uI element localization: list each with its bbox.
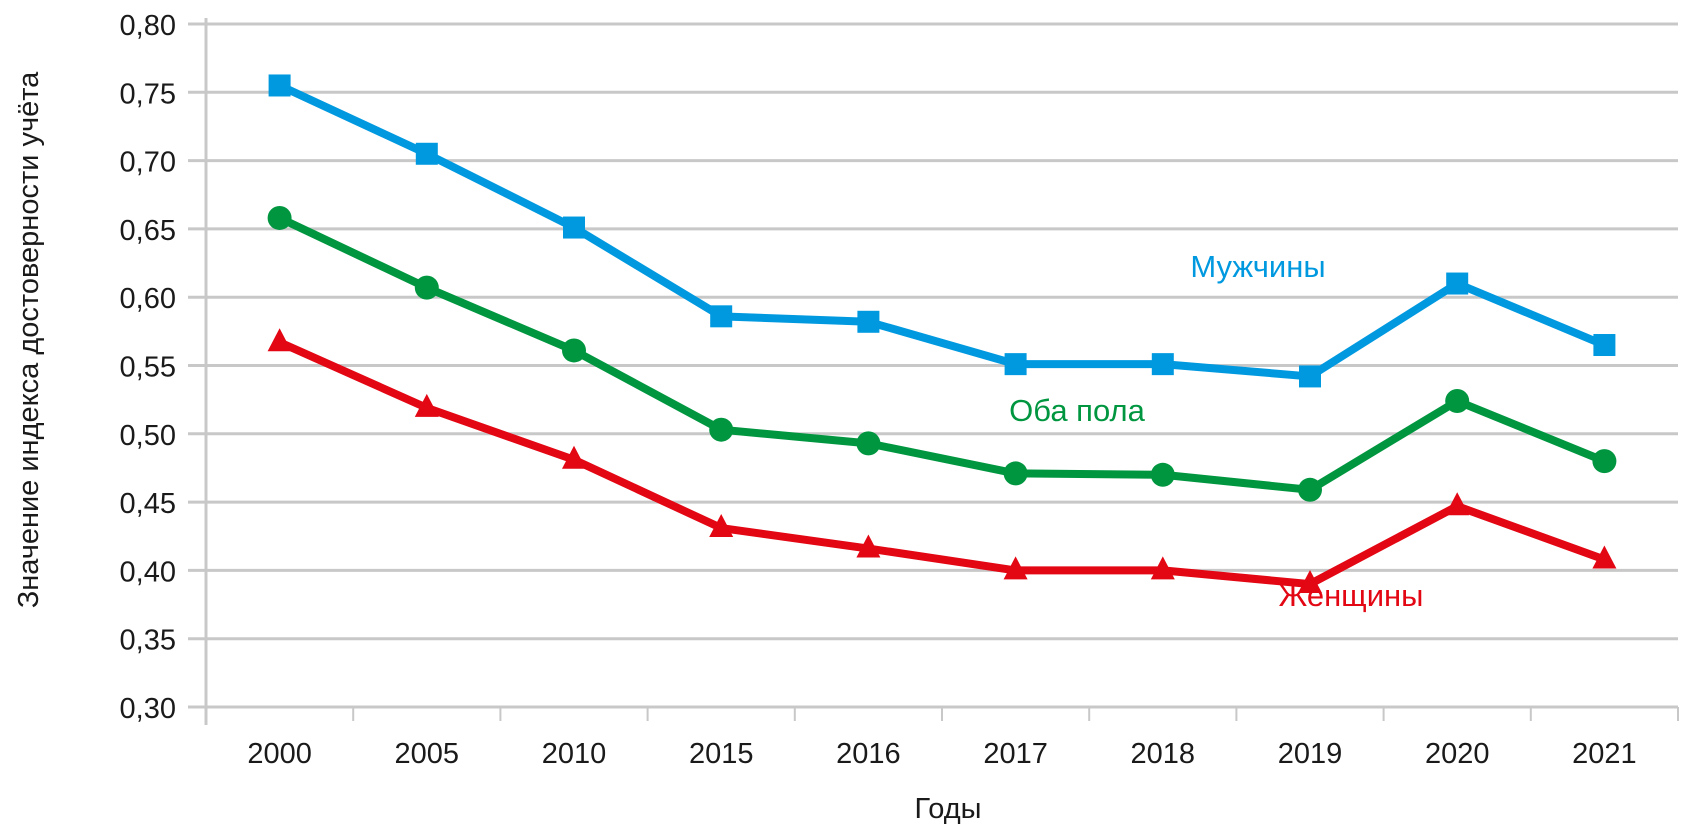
data-point-square [1151, 353, 1174, 376]
y-tick-label: 0,40 [120, 556, 176, 588]
data-point-triangle [1592, 545, 1617, 569]
data-point-triangle [1298, 570, 1322, 594]
data-point-triangle [414, 393, 439, 417]
gridlines [188, 18, 1678, 725]
series-labels: Мужчины Оба пола Женщины [1009, 249, 1423, 613]
series-label: Женщины [1279, 578, 1424, 613]
data-point-triangle [856, 534, 881, 558]
data-point-square [1299, 365, 1321, 388]
series-label: Мужчины [1190, 249, 1325, 284]
y-tick-label: 0,45 [120, 488, 176, 520]
x-tick-label: 2005 [395, 738, 460, 770]
data-point-triangle [267, 328, 292, 352]
data-point-circle [1592, 449, 1617, 474]
y-tick-label: 0,60 [120, 283, 176, 315]
x-tick-label: 2018 [1131, 738, 1196, 770]
data-point-triangle [1150, 556, 1175, 580]
data-point-square [268, 74, 291, 97]
series-triangle [267, 328, 1617, 594]
data-point-circle [1298, 477, 1322, 502]
series-line [277, 338, 1606, 589]
data-point-square [415, 142, 438, 165]
y-tick-label: 0,30 [120, 693, 176, 725]
x-tick-label: 2015 [689, 738, 754, 770]
series-line [277, 214, 1606, 494]
data-point-triangle [1003, 556, 1028, 580]
data-point-circle [267, 205, 292, 230]
x-tick-label: 2017 [983, 738, 1048, 770]
series-square [268, 74, 1616, 388]
y-tick-label: 0,55 [120, 352, 176, 384]
x-tick-label: 2021 [1572, 738, 1637, 770]
data-point-triangle [562, 445, 586, 469]
series-label: Оба пола [1009, 393, 1145, 428]
y-tick-label: 0,70 [120, 147, 176, 179]
data-point-circle [414, 275, 439, 300]
x-tick-label: 2019 [1278, 738, 1343, 770]
data-point-triangle [1445, 492, 1470, 516]
x-tick-label: 2020 [1425, 738, 1490, 770]
series-line [277, 81, 1606, 381]
data-point-circle [562, 338, 586, 363]
data-point-circle [1003, 461, 1028, 486]
x-tick-label: 2010 [542, 738, 607, 770]
data-point-circle [1150, 462, 1175, 487]
y-axis-title: Значение индекса достоверности учёта [13, 71, 45, 608]
y-axis-ticks: 0,30 0,35 0,40 0,45 0,50 0,55 0,60 0,65 0,70 0,75… [120, 10, 176, 725]
x-tick-label: 2000 [247, 738, 312, 770]
x-axis: 2000 2005 2010 2015 2016 2017 2018 2019 2020 2021 [205, 707, 1679, 770]
data-point-square [1593, 334, 1616, 357]
data-point-square [1004, 353, 1027, 376]
y-tick-label: 0,65 [120, 215, 176, 247]
data-point-square [563, 216, 585, 239]
series-layer [267, 74, 1617, 594]
data-point-triangle [709, 514, 734, 538]
series-circle [267, 205, 1617, 502]
data-point-square [1446, 272, 1469, 295]
data-point-square [710, 305, 733, 328]
y-tick-label: 0,50 [120, 420, 176, 452]
data-point-square [857, 310, 880, 333]
y-tick-label: 0,75 [120, 78, 176, 110]
y-tick-label: 0,35 [120, 625, 176, 657]
y-tick-label: 0,80 [120, 10, 176, 42]
x-axis-title: Годы [914, 793, 981, 825]
data-point-circle [709, 417, 734, 442]
x-tick-label: 2016 [836, 738, 901, 770]
data-point-circle [856, 431, 881, 456]
data-point-circle [1445, 389, 1470, 414]
